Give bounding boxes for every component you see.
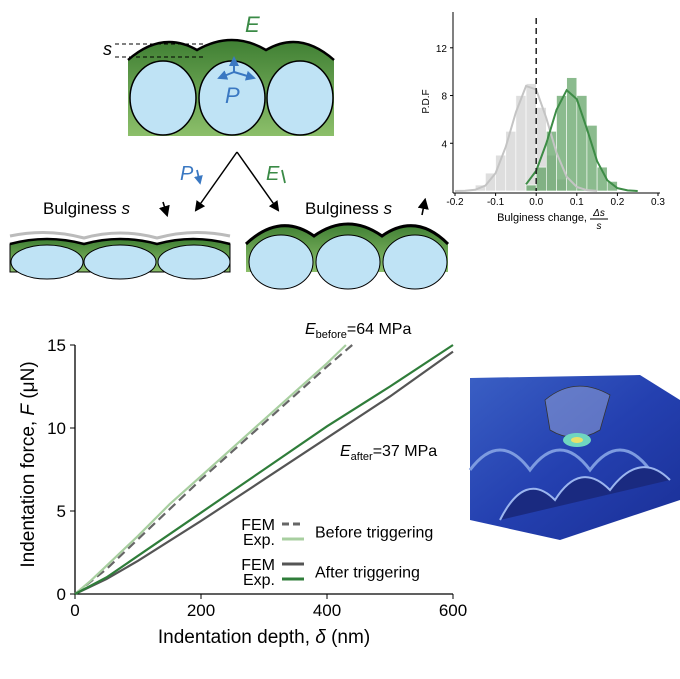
histogram-bar bbox=[525, 83, 537, 192]
label-part: (nm) bbox=[326, 627, 370, 648]
cell bbox=[129, 60, 197, 136]
modulus-symbol: E bbox=[245, 12, 260, 37]
annotation: Ebefore=64 MPa bbox=[305, 321, 411, 341]
branch-arrow bbox=[236, 151, 280, 212]
x-tick-label: 200 bbox=[187, 601, 215, 620]
annotation-subscript: after bbox=[351, 451, 373, 463]
decrease-arrow bbox=[159, 201, 170, 218]
membrane-edge bbox=[9, 237, 231, 246]
y-tick-label: 8 bbox=[441, 92, 447, 103]
trigger-label: P bbox=[180, 163, 194, 185]
legend-entry: FEM bbox=[241, 557, 275, 574]
decrease-arrow bbox=[193, 169, 203, 185]
x-tick-label: 600 bbox=[439, 601, 467, 620]
legend-entry: FEM bbox=[241, 517, 275, 534]
x-label-numerator: Δs bbox=[592, 208, 605, 219]
histogram-bar bbox=[576, 95, 588, 192]
x-tick-label: 0.3 bbox=[651, 197, 665, 208]
x-axis-label: Indentation depth, δ (nm) bbox=[158, 627, 370, 648]
bulge-symbol: s bbox=[103, 39, 112, 59]
legend-entry: Exp. bbox=[243, 572, 275, 589]
y-tick-label: 0 bbox=[57, 585, 66, 604]
cell bbox=[157, 244, 231, 280]
x-tick-label: -0.2 bbox=[446, 197, 464, 208]
schematic: s E P P E Bulginess s Bulginess s bbox=[9, 12, 450, 290]
histogram-bar bbox=[535, 166, 547, 192]
data-line bbox=[74, 344, 454, 595]
x-label-denominator: s bbox=[597, 221, 602, 232]
annotation-text: =37 MPa bbox=[373, 443, 438, 460]
x-axis-label: Bulginess change, bbox=[497, 212, 587, 224]
label-part: (μN) bbox=[18, 361, 39, 404]
y-axis-label: Indentation force, F (μN) bbox=[18, 361, 39, 567]
annotation-subscript: before bbox=[316, 329, 347, 341]
x-tick-label: -0.1 bbox=[487, 197, 505, 208]
result-text: Bulginess bbox=[305, 199, 379, 218]
cell bbox=[315, 234, 381, 290]
annotation-text: =64 MPa bbox=[347, 321, 412, 338]
fit-curve bbox=[454, 84, 598, 192]
cell bbox=[83, 244, 157, 280]
histogram-bar bbox=[606, 181, 618, 192]
membrane-edge bbox=[127, 38, 335, 61]
y-tick-label: 10 bbox=[47, 419, 66, 438]
y-tick-label: 4 bbox=[441, 139, 447, 150]
label-part: F bbox=[18, 403, 39, 416]
pressure-symbol: P bbox=[225, 83, 240, 108]
histogram-bar bbox=[525, 184, 537, 192]
membrane-edge bbox=[244, 222, 450, 246]
pressure-arrows bbox=[217, 56, 256, 81]
data-line bbox=[74, 350, 454, 595]
previous-shape bbox=[9, 230, 231, 240]
y-tick-label: 15 bbox=[47, 336, 66, 355]
cell bbox=[248, 234, 314, 290]
y-tick-label: 5 bbox=[57, 502, 66, 521]
result-symbol: s bbox=[383, 199, 392, 218]
label-part: δ bbox=[315, 627, 326, 648]
label-part: Indentation force, bbox=[18, 416, 39, 568]
cell bbox=[266, 60, 334, 136]
histogram-bar bbox=[556, 95, 567, 192]
result-text: Bulginess bbox=[43, 199, 117, 218]
data-line bbox=[74, 344, 353, 595]
decrease-arrow bbox=[281, 169, 286, 184]
legend-group-label: Before triggering bbox=[315, 525, 433, 542]
y-tick-label: 12 bbox=[436, 44, 448, 55]
data-line bbox=[74, 344, 347, 595]
annotation-symbol: E bbox=[305, 321, 316, 338]
x-tick-label: 0.2 bbox=[610, 197, 624, 208]
cell bbox=[10, 244, 84, 280]
result-symbol: s bbox=[121, 199, 130, 218]
x-tick-label: 0 bbox=[70, 601, 79, 620]
fem-render bbox=[468, 375, 680, 540]
result-label: Bulginess s bbox=[43, 199, 130, 218]
y-axis-label: P.D.F bbox=[421, 89, 432, 113]
annotation: Eafter=37 MPa bbox=[340, 443, 437, 463]
fit-curve bbox=[525, 88, 638, 192]
cell bbox=[382, 234, 448, 290]
x-tick-label: 400 bbox=[313, 601, 341, 620]
increase-arrow bbox=[417, 197, 429, 216]
annotation-symbol: E bbox=[340, 443, 351, 460]
label-part: Indentation depth, bbox=[158, 627, 315, 648]
branch-arrow bbox=[194, 151, 238, 212]
legend-entry: Exp. bbox=[243, 532, 275, 549]
trigger-label: E bbox=[266, 163, 280, 185]
legend-group-label: After triggering bbox=[315, 565, 420, 582]
x-tick-label: 0.1 bbox=[570, 197, 584, 208]
x-tick-label: 0.0 bbox=[529, 197, 543, 208]
result-label: Bulginess s bbox=[305, 199, 392, 218]
